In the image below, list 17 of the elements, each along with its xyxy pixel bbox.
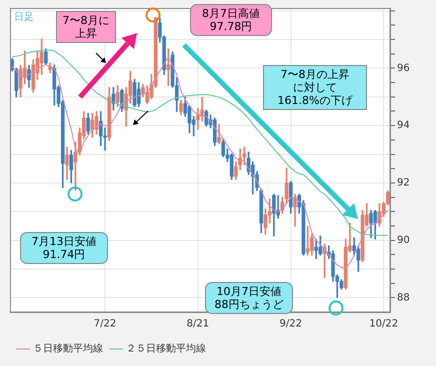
legend-label: ５日移動平均線 [33, 342, 103, 355]
x-tick-label: 7/22 [94, 318, 116, 330]
annotation: 日足 [14, 11, 34, 24]
legend-label: ２５日移動平均線 [126, 342, 206, 355]
annotation: 7月13日安値91.74円 [20, 232, 108, 264]
y-tick-label: 88 [397, 292, 410, 304]
x-tick-label: 8/21 [186, 318, 210, 330]
y-tick-label: 90 [397, 234, 410, 246]
x-tick-label: 9/22 [280, 318, 302, 330]
x-tick-label: 10/22 [369, 318, 398, 330]
annotation: 10月7日安値88円ちょうど [205, 282, 293, 314]
y-tick-label: 92 [397, 178, 410, 189]
annotation: 7〜8月に上昇 [56, 11, 116, 43]
annotation: 8月7日高値97.78円 [190, 4, 272, 36]
y-tick-label: 94 [397, 120, 410, 132]
annotation: 7〜8月の上昇に対して161.8%の下げ [263, 65, 367, 110]
y-tick-label: 96 [397, 62, 410, 74]
